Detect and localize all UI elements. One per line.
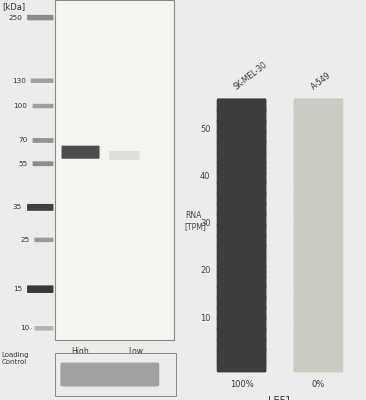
FancyBboxPatch shape [294, 327, 343, 341]
FancyBboxPatch shape [217, 130, 266, 144]
FancyBboxPatch shape [217, 161, 266, 175]
FancyBboxPatch shape [294, 358, 343, 372]
FancyBboxPatch shape [217, 358, 266, 372]
Text: 30: 30 [200, 219, 210, 228]
FancyBboxPatch shape [294, 286, 343, 300]
FancyBboxPatch shape [294, 234, 343, 248]
FancyBboxPatch shape [33, 138, 53, 143]
FancyBboxPatch shape [217, 182, 266, 196]
FancyBboxPatch shape [27, 15, 53, 20]
FancyBboxPatch shape [294, 119, 343, 133]
FancyBboxPatch shape [217, 150, 266, 164]
Text: RNA
[TPM]: RNA [TPM] [185, 211, 207, 231]
FancyBboxPatch shape [294, 265, 343, 279]
FancyBboxPatch shape [294, 213, 343, 227]
FancyBboxPatch shape [294, 161, 343, 175]
Text: 50: 50 [200, 124, 210, 134]
Text: SK-MEL-30: SK-MEL-30 [232, 60, 269, 92]
Text: [kDa]: [kDa] [2, 2, 25, 11]
FancyBboxPatch shape [217, 109, 266, 123]
Text: 70: 70 [18, 138, 27, 144]
Text: Low: Low [128, 347, 143, 356]
Text: 10: 10 [200, 314, 210, 323]
FancyBboxPatch shape [294, 254, 343, 268]
FancyBboxPatch shape [217, 213, 266, 227]
Text: 15: 15 [13, 286, 22, 292]
FancyBboxPatch shape [217, 338, 266, 352]
FancyBboxPatch shape [217, 254, 266, 268]
FancyBboxPatch shape [217, 275, 266, 289]
Text: LEF1: LEF1 [268, 396, 292, 400]
FancyBboxPatch shape [217, 286, 266, 300]
Text: 35: 35 [13, 204, 22, 210]
FancyBboxPatch shape [34, 238, 53, 242]
FancyBboxPatch shape [294, 182, 343, 196]
FancyBboxPatch shape [294, 296, 343, 310]
FancyBboxPatch shape [31, 78, 53, 83]
FancyBboxPatch shape [294, 171, 343, 185]
FancyBboxPatch shape [294, 317, 343, 331]
Text: 40: 40 [200, 172, 210, 181]
FancyBboxPatch shape [294, 140, 343, 154]
FancyBboxPatch shape [294, 150, 343, 164]
FancyBboxPatch shape [217, 296, 266, 310]
FancyBboxPatch shape [294, 338, 343, 352]
Text: 100: 100 [14, 103, 27, 109]
FancyBboxPatch shape [294, 275, 343, 289]
Text: A-549: A-549 [309, 71, 333, 92]
FancyBboxPatch shape [217, 265, 266, 279]
FancyBboxPatch shape [217, 202, 266, 216]
Text: 100%: 100% [230, 380, 253, 389]
FancyBboxPatch shape [61, 146, 100, 159]
FancyBboxPatch shape [217, 317, 266, 331]
Text: 10: 10 [20, 325, 29, 331]
Text: 250: 250 [8, 14, 22, 20]
FancyBboxPatch shape [60, 362, 159, 386]
FancyBboxPatch shape [217, 234, 266, 248]
FancyBboxPatch shape [294, 109, 343, 123]
FancyBboxPatch shape [33, 104, 53, 108]
FancyBboxPatch shape [294, 98, 343, 112]
FancyBboxPatch shape [294, 130, 343, 144]
FancyBboxPatch shape [217, 119, 266, 133]
FancyBboxPatch shape [34, 326, 53, 330]
FancyBboxPatch shape [294, 306, 343, 320]
FancyBboxPatch shape [217, 140, 266, 154]
Text: 55: 55 [18, 161, 27, 167]
FancyBboxPatch shape [217, 223, 266, 237]
FancyBboxPatch shape [294, 192, 343, 206]
FancyBboxPatch shape [217, 98, 266, 112]
Bar [55, 0, 174, 340]
FancyBboxPatch shape [217, 244, 266, 258]
FancyBboxPatch shape [109, 151, 139, 160]
Text: 130: 130 [12, 78, 26, 84]
FancyBboxPatch shape [294, 244, 343, 258]
FancyBboxPatch shape [217, 306, 266, 320]
FancyBboxPatch shape [217, 348, 266, 362]
FancyBboxPatch shape [294, 202, 343, 216]
Text: 0%: 0% [312, 380, 325, 389]
Text: Loading
Control: Loading Control [2, 352, 29, 365]
FancyBboxPatch shape [294, 348, 343, 362]
FancyBboxPatch shape [33, 161, 53, 166]
FancyBboxPatch shape [217, 192, 266, 206]
FancyBboxPatch shape [217, 327, 266, 341]
Text: 25: 25 [20, 237, 29, 243]
Text: 20: 20 [200, 266, 210, 275]
FancyBboxPatch shape [27, 204, 53, 211]
FancyBboxPatch shape [294, 223, 343, 237]
FancyBboxPatch shape [27, 285, 53, 293]
Text: High: High [72, 347, 89, 356]
FancyBboxPatch shape [217, 171, 266, 185]
Bar [55, 353, 176, 396]
